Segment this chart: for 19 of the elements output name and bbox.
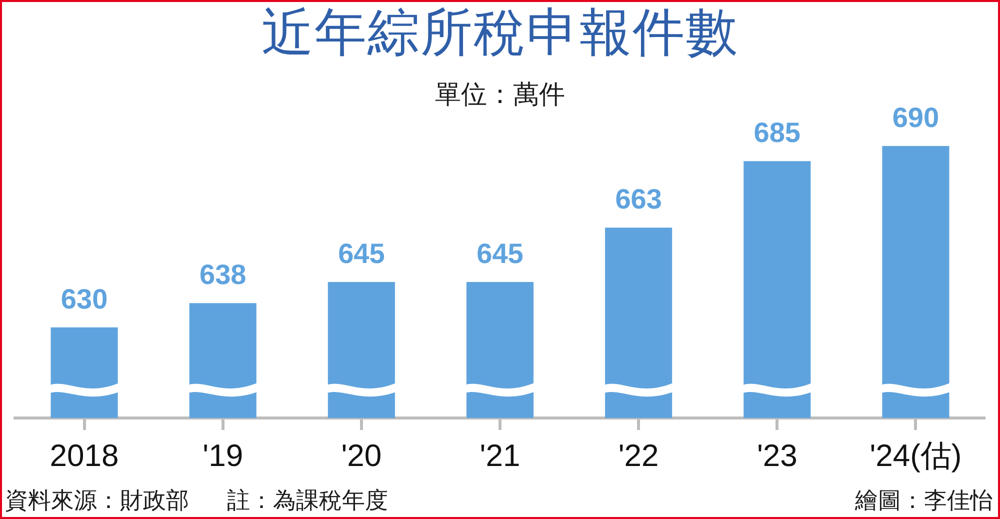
data-label: 685 [754, 117, 800, 148]
data-label: 638 [200, 259, 246, 290]
x-tick-label: '22 [618, 438, 659, 474]
chart-subtitle: 單位：萬件 [435, 80, 565, 110]
x-tick-label: 2018 [50, 438, 119, 474]
data-label: 630 [60, 283, 108, 314]
data-label: 663 [615, 184, 662, 215]
data-label: 645 [476, 238, 524, 269]
annotation: 繪圖：李佳怡 [855, 487, 993, 516]
x-tick-label: '21 [480, 438, 520, 474]
data-label: 690 [892, 102, 940, 133]
x-tick-label: '19 [202, 438, 244, 474]
data-label: 645 [338, 238, 385, 269]
chart-title: 近年綜所稅申報件數 [260, 2, 740, 65]
x-tick-label: '23 [756, 438, 798, 474]
x-tick-label: '24(估) [870, 438, 962, 474]
x-tick-label: '20 [341, 438, 382, 474]
annotation: 資料來源：財政部 [5, 487, 189, 516]
annotation: 註：為課稅年度 [227, 487, 388, 516]
